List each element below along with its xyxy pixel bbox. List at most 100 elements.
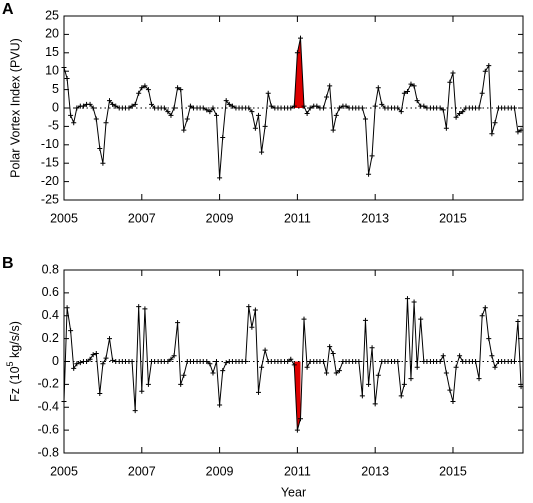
marker bbox=[249, 324, 255, 330]
marker bbox=[110, 101, 116, 107]
marker bbox=[71, 120, 77, 126]
marker bbox=[97, 391, 103, 397]
marker bbox=[90, 352, 96, 358]
marker bbox=[268, 103, 274, 109]
marker bbox=[443, 370, 449, 376]
marker bbox=[129, 359, 135, 364]
marker bbox=[375, 85, 381, 91]
marker bbox=[210, 105, 216, 111]
marker bbox=[375, 372, 381, 378]
marker bbox=[327, 83, 333, 89]
marker bbox=[223, 360, 229, 366]
y-tick-label: 20 bbox=[45, 27, 59, 41]
marker bbox=[200, 105, 206, 111]
marker bbox=[447, 387, 453, 393]
y-tick-label: -0.6 bbox=[37, 422, 59, 436]
y-tick-label: -0.2 bbox=[37, 377, 59, 391]
marker bbox=[398, 109, 404, 115]
marker bbox=[145, 381, 151, 387]
marker bbox=[482, 68, 488, 74]
y-tick-label: 10 bbox=[45, 63, 59, 77]
marker bbox=[68, 112, 74, 118]
y-tick-label: -25 bbox=[41, 192, 59, 206]
y-tick-label: 0 bbox=[52, 354, 59, 368]
x-tick-label: 2007 bbox=[128, 211, 156, 225]
marker bbox=[450, 70, 456, 76]
marker bbox=[404, 296, 410, 302]
plot-frame bbox=[63, 15, 524, 201]
marker bbox=[307, 105, 313, 111]
marker bbox=[511, 359, 517, 364]
marker bbox=[324, 370, 330, 376]
marker bbox=[447, 79, 453, 85]
marker bbox=[291, 103, 297, 109]
marker bbox=[437, 359, 443, 364]
marker bbox=[100, 361, 106, 367]
y-tick-label: 0.6 bbox=[42, 285, 59, 299]
marker bbox=[359, 105, 365, 111]
marker bbox=[479, 90, 485, 96]
marker bbox=[285, 359, 291, 364]
marker bbox=[184, 116, 190, 122]
marker bbox=[362, 116, 368, 122]
y-axis-title: Fz (105 kg/s/s) bbox=[5, 321, 22, 402]
y-tick-label: -10 bbox=[41, 137, 59, 151]
y-tick-label: 25 bbox=[45, 8, 59, 22]
marker bbox=[440, 107, 446, 113]
marker bbox=[181, 372, 187, 378]
y-tick-label: -20 bbox=[41, 174, 59, 188]
marker bbox=[181, 127, 187, 133]
marker bbox=[298, 35, 304, 41]
marker bbox=[171, 353, 177, 359]
marker bbox=[229, 103, 235, 109]
marker bbox=[213, 112, 219, 118]
marker bbox=[404, 88, 410, 94]
panel-label: B bbox=[2, 255, 14, 272]
y-tick-label: 0 bbox=[52, 100, 59, 114]
marker bbox=[204, 107, 210, 113]
x-tick-label: 2009 bbox=[206, 211, 234, 225]
marker bbox=[411, 83, 417, 89]
marker bbox=[139, 85, 145, 91]
marker bbox=[336, 368, 342, 374]
marker bbox=[165, 359, 171, 364]
marker bbox=[142, 306, 148, 312]
marker bbox=[414, 98, 420, 104]
marker bbox=[97, 145, 103, 151]
marker bbox=[372, 103, 378, 109]
marker bbox=[482, 305, 488, 311]
x-axis-title: Year bbox=[281, 485, 306, 499]
marker bbox=[492, 364, 498, 370]
data-line bbox=[63, 37, 522, 178]
marker bbox=[320, 105, 326, 111]
marker bbox=[252, 307, 258, 313]
marker bbox=[476, 105, 482, 111]
marker bbox=[255, 112, 261, 118]
marker bbox=[411, 299, 417, 305]
marker bbox=[304, 111, 310, 117]
marker bbox=[243, 359, 249, 364]
marker bbox=[246, 105, 252, 111]
y-tick-label: 5 bbox=[52, 82, 59, 96]
y-tick-label: -5 bbox=[48, 119, 59, 133]
marker bbox=[294, 427, 300, 433]
marker bbox=[294, 50, 300, 56]
marker bbox=[492, 120, 498, 126]
marker bbox=[93, 350, 99, 356]
marker bbox=[457, 111, 463, 117]
marker bbox=[262, 347, 268, 353]
marker bbox=[178, 381, 184, 387]
marker bbox=[136, 90, 142, 96]
marker bbox=[64, 76, 70, 82]
y-tick-label: -0.4 bbox=[37, 400, 59, 414]
marker bbox=[249, 109, 255, 115]
marker bbox=[408, 376, 414, 382]
marker bbox=[288, 105, 294, 111]
marker bbox=[165, 109, 171, 115]
marker bbox=[288, 356, 294, 362]
marker bbox=[100, 160, 106, 166]
marker bbox=[175, 320, 181, 326]
marker bbox=[178, 87, 184, 93]
marker bbox=[207, 361, 213, 367]
marker bbox=[320, 359, 326, 364]
